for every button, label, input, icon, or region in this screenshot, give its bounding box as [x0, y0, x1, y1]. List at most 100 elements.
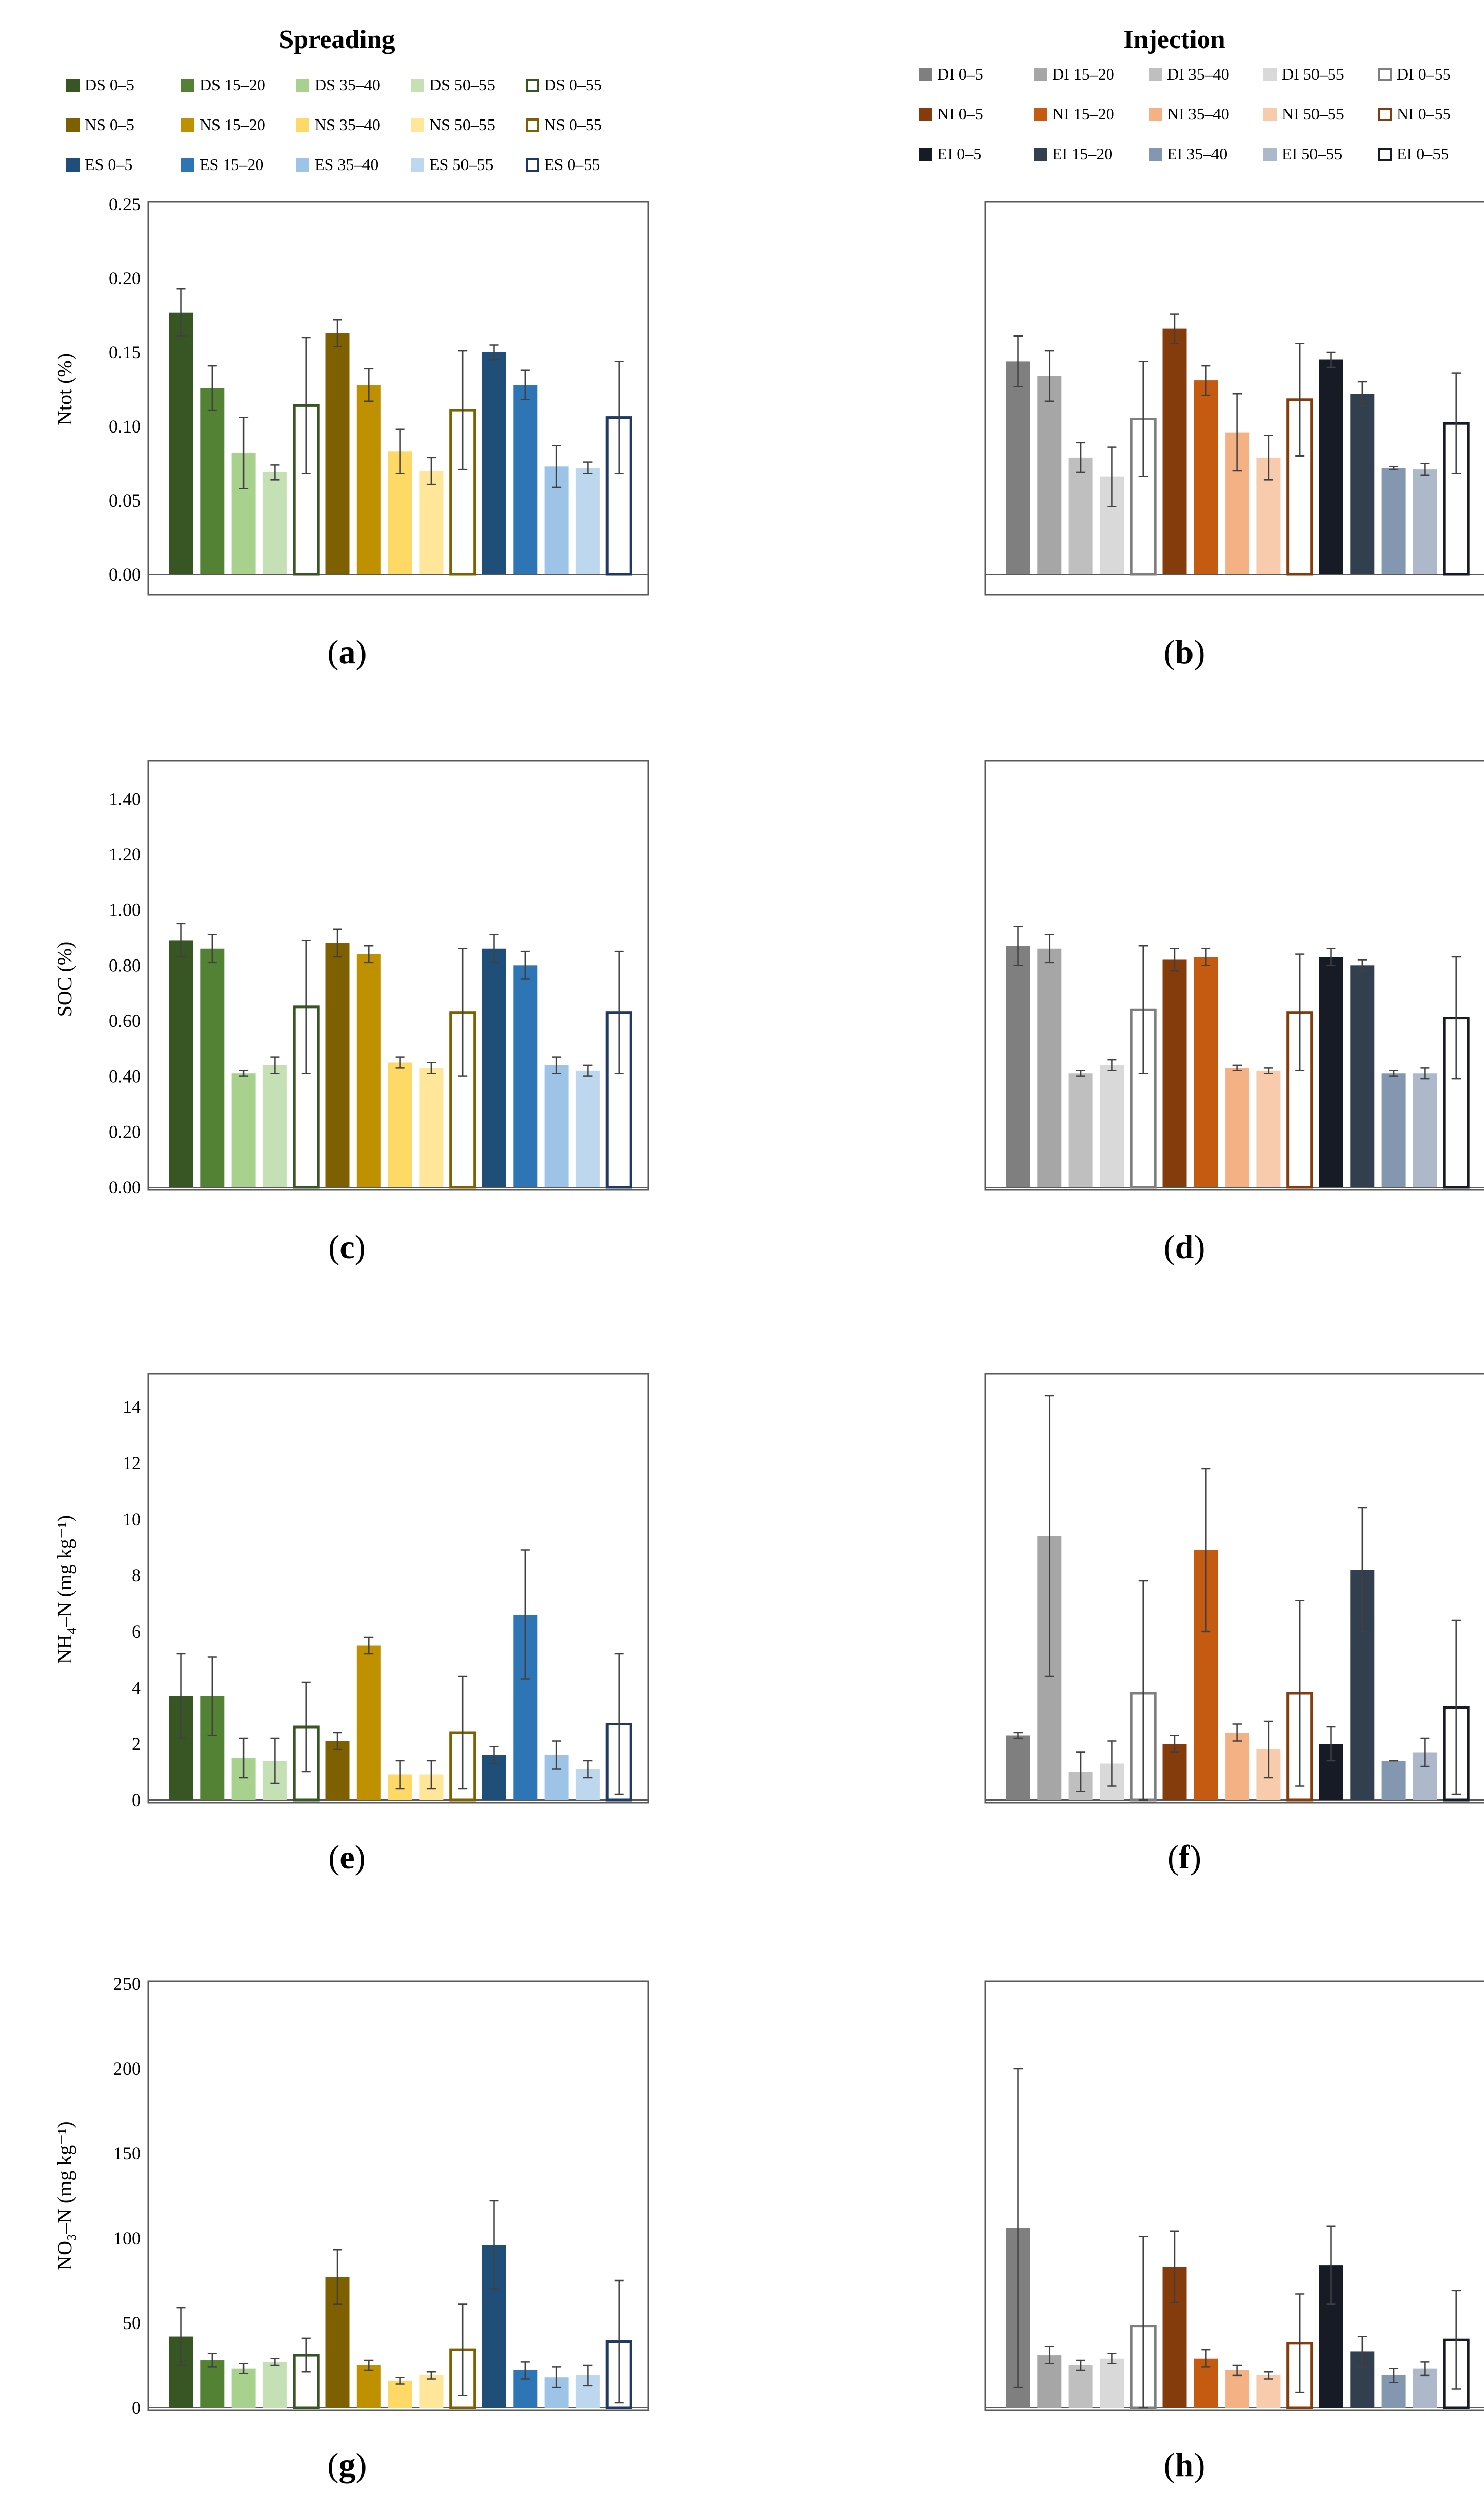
panel-label-b: (b) — [1163, 634, 1205, 671]
bar-c-6 — [325, 943, 350, 1187]
legend-swatch — [1378, 147, 1392, 161]
bar-b-2 — [1037, 376, 1062, 574]
injection-legend-item: DI 50–55 — [1263, 65, 1344, 84]
injection-legend-item: EI 0–5 — [919, 145, 981, 163]
injection-legend-item: EI 15–20 — [1034, 145, 1112, 163]
bar-f-13 — [1381, 1761, 1406, 1800]
legend-swatch — [1263, 107, 1277, 121]
bar-c-4 — [262, 1065, 287, 1187]
bar-b-14 — [1413, 469, 1437, 574]
chart-panel-e: 0 2 4 6 8 10 12 14 NH₄–N (mg kg⁻¹) — [53, 1373, 649, 1810]
panel-label-h: (h) — [1163, 2446, 1205, 2484]
spreading-legend-item: ES 0–5 — [66, 155, 132, 174]
chart-frame — [147, 1373, 649, 1804]
legend-swatch — [526, 118, 539, 132]
legend-label: NS 50–55 — [429, 115, 495, 134]
legend-swatch — [919, 67, 932, 81]
legend-label: DI 50–55 — [1282, 65, 1344, 83]
panel-label-d: (d) — [1163, 1229, 1205, 1266]
legend-swatch — [1378, 67, 1392, 81]
injection-legend-item: DI 0–5 — [919, 65, 983, 84]
injection-title: Injection — [1123, 25, 1225, 54]
chart-panel-f — [984, 1373, 1484, 1804]
chart-frame — [147, 760, 649, 1191]
y-tick-label: 2 — [132, 1734, 141, 1754]
bar-g-8 — [388, 2380, 412, 2408]
injection-legend-item: DI 0–55 — [1378, 65, 1451, 84]
bar-d-4 — [1100, 1065, 1124, 1187]
chart-frame — [147, 1980, 649, 2411]
bar-e-7 — [356, 1645, 381, 1800]
panel-letter: f — [1179, 1839, 1190, 1876]
injection-legend-item: DI 15–20 — [1034, 65, 1114, 84]
spreading-legend-item: ES 15–20 — [181, 155, 263, 174]
legend-swatch — [296, 118, 309, 132]
injection-legend-item: DI 35–40 — [1149, 65, 1229, 84]
legend-swatch — [66, 78, 80, 92]
legend-swatch — [1034, 147, 1047, 161]
bar-c-11 — [482, 948, 506, 1187]
bar-f-6 — [1162, 1744, 1187, 1800]
legend-swatch — [411, 78, 424, 92]
legend-label: NI 50–55 — [1282, 105, 1344, 123]
bar-a-1 — [169, 312, 193, 574]
panel-label-c: (c) — [328, 1229, 366, 1266]
bar-a-12 — [513, 385, 538, 574]
legend-swatch — [1263, 67, 1277, 81]
y-tick-label: 100 — [113, 2228, 141, 2248]
legend-swatch — [411, 118, 424, 132]
y-axis-label: NO₃–N (mg kg⁻¹) — [53, 2121, 76, 2270]
bar-c-3 — [231, 1073, 256, 1187]
legend-label: NS 0–5 — [85, 115, 134, 134]
bar-a-11 — [482, 352, 506, 574]
bar-d-9 — [1256, 1070, 1281, 1187]
legend-swatch — [526, 78, 539, 92]
y-tick-label: 0.25 — [109, 194, 141, 214]
injection-legend-item: NI 0–55 — [1378, 105, 1451, 124]
legend-swatch — [1149, 147, 1162, 161]
chart-panel-b — [984, 201, 1484, 596]
legend-label: ES 15–20 — [200, 155, 264, 174]
bar-c-14 — [575, 1070, 600, 1187]
y-axis-label: Ntot (%) — [53, 353, 76, 425]
chart-frame — [984, 760, 1484, 1191]
bar-c-13 — [544, 1065, 569, 1187]
chart-panel-a: 0.00 0.05 0.10 0.15 0.20 0.25 Ntot (%) — [53, 194, 649, 596]
spreading-legend-item: DS 35–40 — [296, 76, 380, 94]
chart-frame — [984, 1373, 1484, 1804]
legend-label: EI 0–5 — [937, 145, 982, 163]
injection-legend-item: EI 0–55 — [1378, 145, 1449, 163]
injection-legend-item: NI 35–40 — [1149, 105, 1229, 124]
injection-legend-item: EI 35–40 — [1149, 145, 1227, 163]
y-tick-label: 0.20 — [109, 1121, 141, 1142]
y-tick-label: 50 — [123, 2313, 141, 2333]
bar-h-4 — [1100, 2358, 1124, 2408]
bar-d-8 — [1225, 1068, 1250, 1187]
bar-g-9 — [419, 2375, 444, 2408]
spreading-legend-item: NS 0–5 — [66, 115, 134, 134]
y-tick-label: 200 — [113, 2058, 141, 2079]
spreading-legend-item: NS 0–55 — [526, 115, 602, 134]
bar-d-2 — [1037, 948, 1062, 1187]
legend-label: DI 35–40 — [1167, 65, 1229, 83]
spreading-legend-item: NS 35–40 — [296, 115, 380, 134]
spreading-legend-item: ES 35–40 — [296, 155, 378, 174]
panel-label-f: (f) — [1167, 1839, 1201, 1876]
legend-label: ES 50–55 — [429, 155, 494, 174]
legend-label: ES 0–5 — [85, 155, 133, 174]
y-tick-label: 0.05 — [109, 490, 141, 511]
legend-label: DI 15–20 — [1052, 65, 1114, 83]
injection-legend-item: NI 50–55 — [1263, 105, 1344, 124]
legend-swatch — [66, 118, 80, 132]
legend-label: EI 0–55 — [1397, 145, 1449, 163]
chart-panel-h — [984, 1980, 1484, 2411]
panel-letter: c — [339, 1229, 355, 1266]
bar-h-9 — [1256, 2375, 1281, 2408]
chart-frame — [984, 1980, 1484, 2411]
bar-d-6 — [1162, 959, 1187, 1187]
legend-swatch — [66, 158, 80, 172]
panel-letter: b — [1175, 634, 1194, 671]
legend-swatch — [1149, 67, 1162, 81]
bar-d-12 — [1350, 965, 1375, 1187]
legend-label: NI 0–55 — [1397, 105, 1451, 123]
